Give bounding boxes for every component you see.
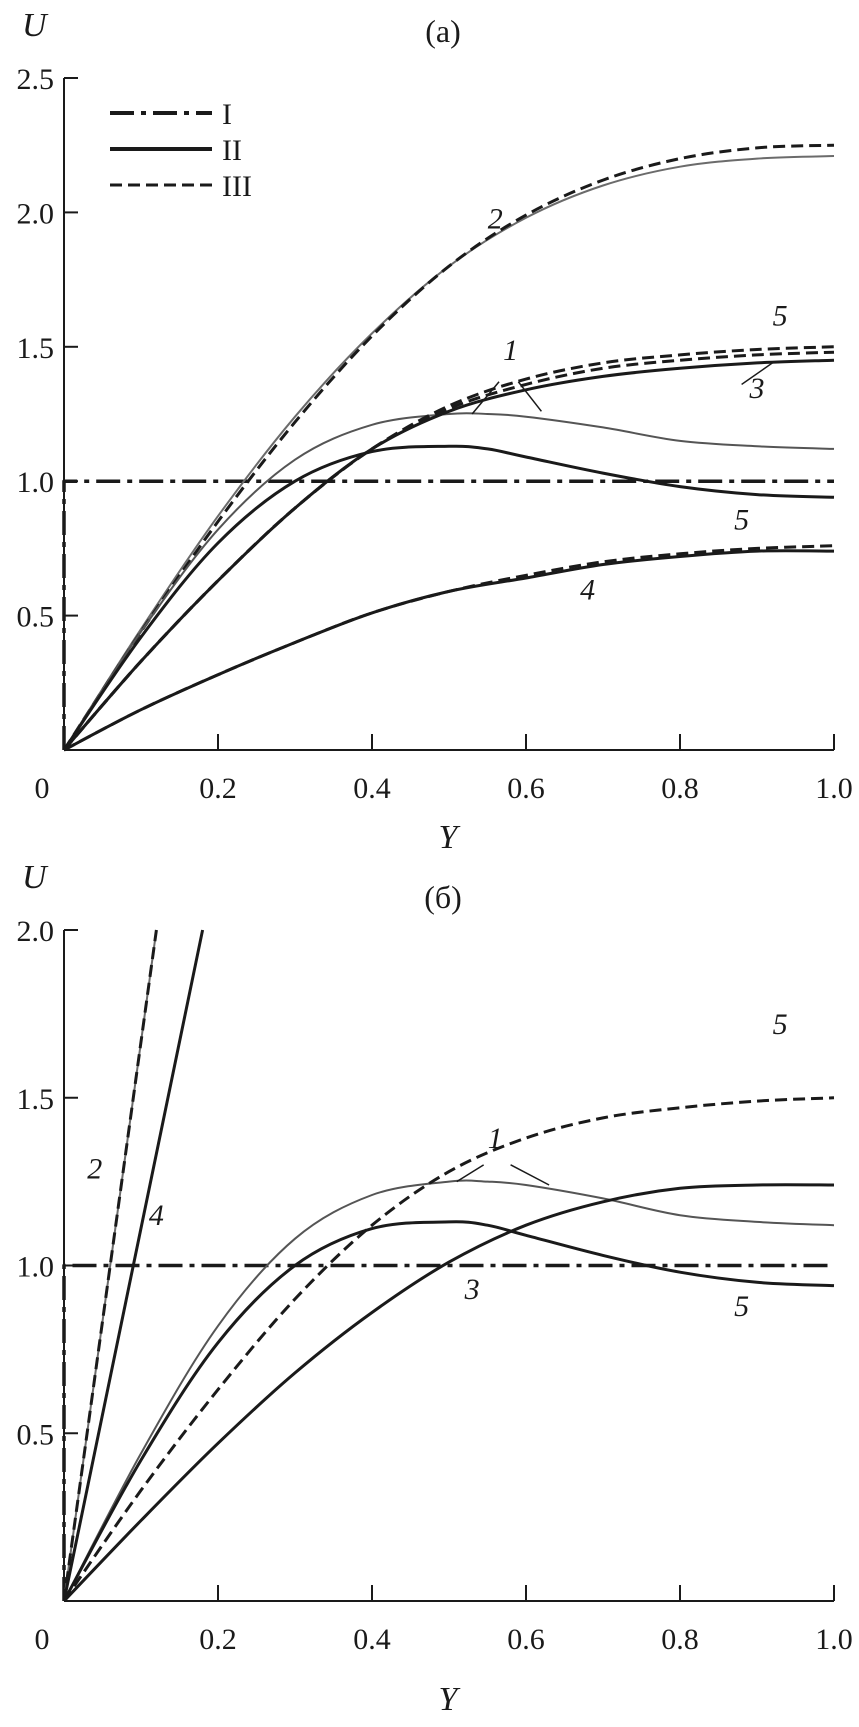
y-tick-label: 0.5 — [17, 1418, 55, 1451]
y-tick-label: 1.0 — [17, 466, 55, 499]
series-line-a-2-III — [62, 143, 835, 751]
y-tick-label: 1.0 — [17, 1251, 55, 1284]
panel-b: 0 0.2 0.4 0.6 0.8 1.0 0.5 1.0 1.5 2.0 Y U (б) 5 1 2 4 3 5 — [17, 859, 853, 1718]
legend-label: III — [222, 170, 252, 203]
series-line-a-2-II — [63, 155, 835, 751]
curve-label: 3 — [749, 372, 765, 405]
y-tick-label: 2.0 — [17, 197, 55, 230]
x-tick-label: 0.6 — [507, 772, 545, 805]
series-line-a-5-II — [62, 444, 835, 751]
y-tick-label: 1.5 — [17, 332, 55, 365]
x-axis-label: Y — [439, 1681, 461, 1718]
curve-label: 2 — [488, 203, 503, 236]
y-tick-label: 0.5 — [17, 601, 55, 634]
y-axis-label: U — [22, 859, 49, 896]
legend-label: I — [222, 98, 232, 131]
x-tick-label: 0.4 — [353, 1623, 391, 1656]
series-line-a-3-III — [62, 350, 835, 751]
series-line-b-2-III — [62, 929, 158, 1602]
curve-label: 2 — [87, 1152, 102, 1185]
leader-line — [517, 381, 542, 412]
panel-title: (a) — [425, 13, 461, 49]
y-tick-label: 2.0 — [17, 915, 55, 948]
curve-label: 1 — [488, 1122, 503, 1155]
series-line-b-I — [62, 1263, 834, 1601]
panel-title: (б) — [424, 879, 462, 915]
series-line-a-1-II — [63, 412, 835, 751]
x-axis-label: Y — [439, 819, 461, 856]
x-tick-label: 0 — [35, 1623, 50, 1656]
curve-label: 5 — [773, 299, 788, 332]
series-line-a-I — [62, 479, 834, 750]
leader-line — [456, 1164, 485, 1183]
curve-label: 3 — [464, 1273, 480, 1306]
x-tick-label: 0.2 — [199, 1623, 237, 1656]
x-tick-label: 0.8 — [661, 1623, 699, 1656]
y-tick-label: 2.5 — [17, 63, 55, 96]
curve-label: 4 — [580, 573, 595, 606]
x-tick-label: 1.0 — [815, 772, 853, 805]
series-line-b-5-II — [62, 1220, 835, 1602]
x-tick-label: 0.4 — [353, 772, 391, 805]
y-axis-label: U — [22, 7, 49, 44]
leader-line — [510, 1164, 550, 1186]
series-line-a-3-II — [62, 358, 835, 751]
legend-label: II — [222, 134, 242, 167]
curve-label: 5 — [773, 1008, 788, 1041]
series-line-a-5-III — [62, 345, 835, 751]
series-line-b-3-II — [62, 1183, 835, 1603]
curve-label: 5 — [734, 504, 749, 537]
series-line-a-4-III — [63, 544, 835, 752]
series-line-a-4-II — [63, 549, 835, 752]
x-tick-label: 0 — [35, 772, 50, 805]
curve-label: 1 — [503, 334, 518, 367]
x-tick-label: 1.0 — [815, 1623, 853, 1656]
series-line-b-4-II — [62, 929, 205, 1602]
curve-label: 4 — [149, 1199, 164, 1232]
x-tick-label: 0.6 — [507, 1623, 545, 1656]
panel-a: 0 0.2 0.4 0.6 0.8 1.0 0.5 1.0 1.5 2.0 2.5 Y U (a) 2 5 1 3… — [17, 7, 853, 856]
x-tick-label: 0.8 — [661, 772, 699, 805]
series-line-b-5-III — [62, 1096, 835, 1602]
curve-label: 5 — [734, 1290, 749, 1323]
leader-line — [471, 381, 500, 415]
leader-line — [741, 362, 773, 386]
y-tick-label: 1.5 — [17, 1083, 55, 1116]
x-tick-label: 0.2 — [199, 772, 237, 805]
series-line-b-1-II — [63, 1179, 835, 1602]
